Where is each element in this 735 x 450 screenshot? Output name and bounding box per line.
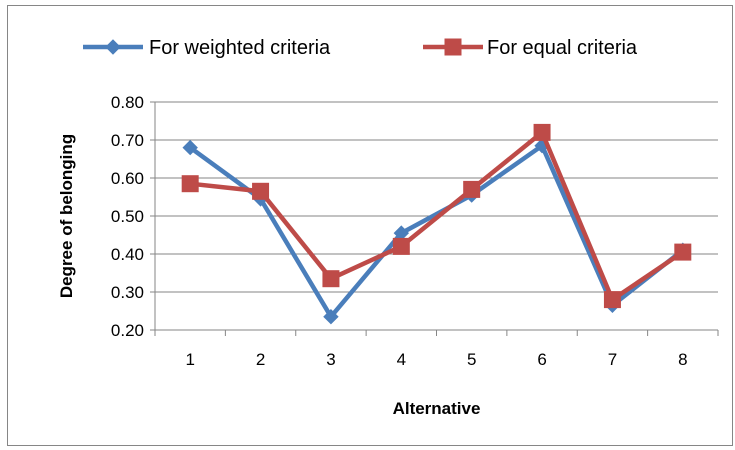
series-layer <box>181 123 692 325</box>
x-tick-label: 6 <box>537 350 546 369</box>
x-tick-label: 1 <box>185 350 194 369</box>
data-point <box>252 182 270 200</box>
legend-item-1: For weighted criteria <box>83 37 331 59</box>
y-tick-label: 0.40 <box>111 245 144 264</box>
x-tick-label: 4 <box>397 350 406 369</box>
series-line <box>188 143 685 319</box>
x-tick-label: 8 <box>678 350 687 369</box>
legend-label: For weighted criteria <box>149 37 331 59</box>
x-tick-label: 7 <box>608 350 617 369</box>
y-axis-title: Degree of belonging <box>57 134 76 298</box>
data-point <box>181 175 199 193</box>
series-line <box>189 130 685 302</box>
data-point <box>674 243 692 261</box>
data-point <box>533 123 551 141</box>
data-point <box>182 139 198 156</box>
y-tick-label: 0.70 <box>111 131 144 150</box>
legend-label: For equal criteria <box>487 37 638 59</box>
y-tick-label: 0.30 <box>111 283 144 302</box>
y-tick-label: 0.20 <box>111 321 144 340</box>
data-point <box>603 291 621 309</box>
chart-frame <box>7 5 733 446</box>
legend-item-2: For equal criteria <box>423 37 638 59</box>
y-tick-label: 0.60 <box>111 169 144 188</box>
legend: For weighted criteria For equal criteria <box>83 37 638 59</box>
data-point <box>463 180 481 198</box>
x-tick-label: 2 <box>256 350 265 369</box>
axes: 0.20 0.30 0.40 0.50 0.60 0.70 0.80 1 2 3 4 5 6 7 8 <box>111 93 719 369</box>
y-tick-label: 0.50 <box>111 207 144 226</box>
series-2 <box>181 123 692 309</box>
x-axis-title: Alternative <box>393 399 481 418</box>
data-point <box>392 237 410 255</box>
data-point <box>323 308 339 325</box>
legend-marker <box>105 39 121 55</box>
data-point <box>322 270 340 288</box>
x-tick-label: 3 <box>326 350 335 369</box>
x-tick-label: 5 <box>467 350 476 369</box>
legend-marker <box>444 38 462 56</box>
gridlines <box>155 101 718 293</box>
y-tick-label: 0.80 <box>111 93 144 112</box>
